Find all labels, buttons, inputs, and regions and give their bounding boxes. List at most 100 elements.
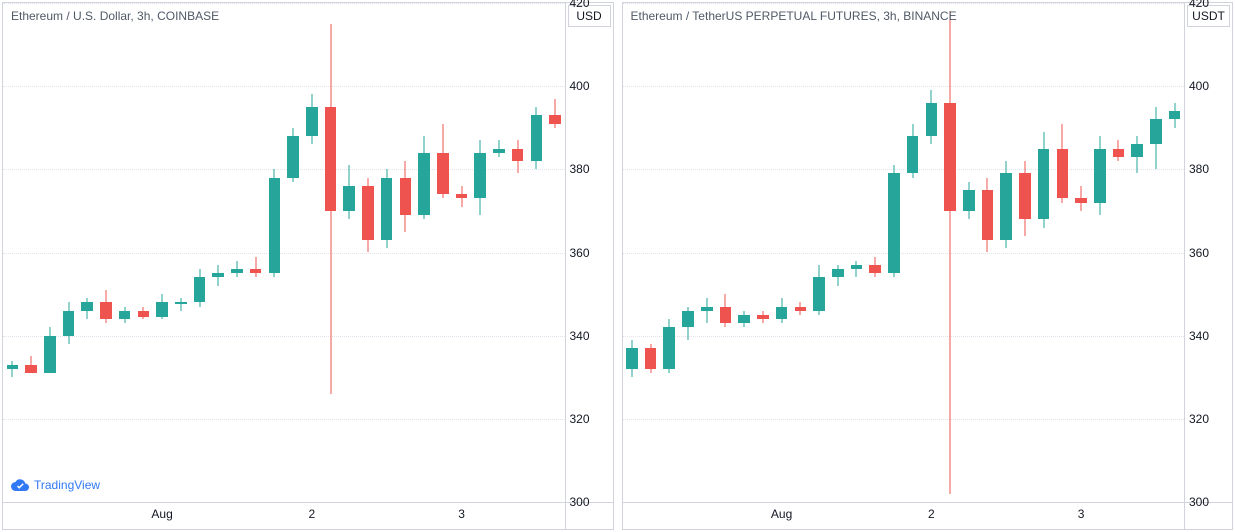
candle[interactable] [982, 3, 994, 502]
x-tick-label: Aug [771, 507, 792, 521]
candle-body [100, 302, 112, 319]
candle[interactable] [437, 3, 449, 502]
candle[interactable] [682, 3, 694, 502]
chart-panel-right[interactable]: Ethereum / TetherUS PERPETUAL FUTURES, 3… [622, 2, 1234, 530]
candle-body [645, 348, 657, 369]
y-axis-left[interactable]: USD 300320340360380400420 [565, 3, 613, 502]
candle-body [757, 315, 769, 319]
candle[interactable] [1169, 3, 1181, 502]
candle[interactable] [474, 3, 486, 502]
candle[interactable] [1150, 3, 1162, 502]
candle[interactable] [7, 3, 19, 502]
candle-body [776, 307, 788, 319]
candle-body [474, 153, 486, 199]
candle[interactable] [832, 3, 844, 502]
candle[interactable] [287, 3, 299, 502]
candle-body [63, 311, 75, 336]
candle[interactable] [418, 3, 430, 502]
y-tick-label: 340 [570, 329, 590, 343]
candle-body [1057, 149, 1069, 199]
candle[interactable] [888, 3, 900, 502]
candle[interactable] [400, 3, 412, 502]
candle[interactable] [1019, 3, 1031, 502]
candle[interactable] [720, 3, 732, 502]
candle-body [381, 178, 393, 240]
candle[interactable] [795, 3, 807, 502]
candle[interactable] [231, 3, 243, 502]
candle[interactable] [63, 3, 75, 502]
candle[interactable] [456, 3, 468, 502]
y-tick-label: 300 [570, 495, 590, 509]
candle[interactable] [212, 3, 224, 502]
candle-wick [255, 257, 256, 278]
plot-area-left[interactable]: Ethereum / U.S. Dollar, 3h, COINBASE Tra… [3, 3, 565, 502]
candle[interactable] [25, 3, 37, 502]
candle[interactable] [907, 3, 919, 502]
candle[interactable] [100, 3, 112, 502]
candle[interactable] [81, 3, 93, 502]
candle[interactable] [269, 3, 281, 502]
x-axis-row: Aug23 [623, 503, 1233, 529]
candle-body [626, 348, 638, 369]
candle[interactable] [738, 3, 750, 502]
candle[interactable] [250, 3, 262, 502]
candle[interactable] [851, 3, 863, 502]
plot-area-right[interactable]: Ethereum / TetherUS PERPETUAL FUTURES, 3… [623, 3, 1185, 502]
chart-panel-left[interactable]: Ethereum / U.S. Dollar, 3h, COINBASE Tra… [2, 2, 614, 530]
x-axis-right[interactable]: Aug23 [623, 503, 1185, 529]
candle-body [982, 190, 994, 240]
candle[interactable] [381, 3, 393, 502]
candle[interactable] [1113, 3, 1125, 502]
y-tick-label: 360 [1189, 246, 1209, 260]
candle[interactable] [138, 3, 150, 502]
candle[interactable] [194, 3, 206, 502]
candle[interactable] [813, 3, 825, 502]
candle[interactable] [1000, 3, 1012, 502]
candle[interactable] [175, 3, 187, 502]
candle-body [306, 107, 318, 136]
candle[interactable] [119, 3, 131, 502]
candle-body [25, 365, 37, 373]
tradingview-watermark[interactable]: TradingView [11, 478, 100, 492]
y-tick-label: 420 [570, 0, 590, 10]
x-axis-row: Aug23 [3, 503, 613, 529]
candle-body [119, 311, 131, 319]
candle[interactable] [343, 3, 355, 502]
candle-body [963, 190, 975, 211]
candle-body [456, 194, 468, 198]
candle[interactable] [776, 3, 788, 502]
candle-body [1131, 144, 1143, 156]
candle[interactable] [869, 3, 881, 502]
candle-body [1000, 173, 1012, 240]
candle[interactable] [325, 3, 337, 502]
candle[interactable] [1131, 3, 1143, 502]
candle[interactable] [549, 3, 561, 502]
chart-row: Ethereum / TetherUS PERPETUAL FUTURES, 3… [623, 3, 1233, 503]
candle[interactable] [44, 3, 56, 502]
candle[interactable] [663, 3, 675, 502]
candle[interactable] [1038, 3, 1050, 502]
candle[interactable] [963, 3, 975, 502]
candle-body [1038, 149, 1050, 220]
candle-body [701, 307, 713, 311]
candle[interactable] [757, 3, 769, 502]
candle[interactable] [1057, 3, 1069, 502]
y-axis-right[interactable]: USDT 300320340360380400420 [1184, 3, 1232, 502]
candle-wick [706, 298, 707, 323]
candle[interactable] [701, 3, 713, 502]
candle[interactable] [156, 3, 168, 502]
candle[interactable] [626, 3, 638, 502]
candle[interactable] [1094, 3, 1106, 502]
candle[interactable] [926, 3, 938, 502]
candle[interactable] [531, 3, 543, 502]
candle[interactable] [944, 3, 956, 502]
x-tick-label: 3 [458, 507, 465, 521]
y-tick-label: 340 [1189, 329, 1209, 343]
candle[interactable] [1075, 3, 1087, 502]
candle[interactable] [512, 3, 524, 502]
candle[interactable] [362, 3, 374, 502]
candle[interactable] [306, 3, 318, 502]
candle[interactable] [493, 3, 505, 502]
candle[interactable] [645, 3, 657, 502]
x-axis-left[interactable]: Aug23 [3, 503, 565, 529]
